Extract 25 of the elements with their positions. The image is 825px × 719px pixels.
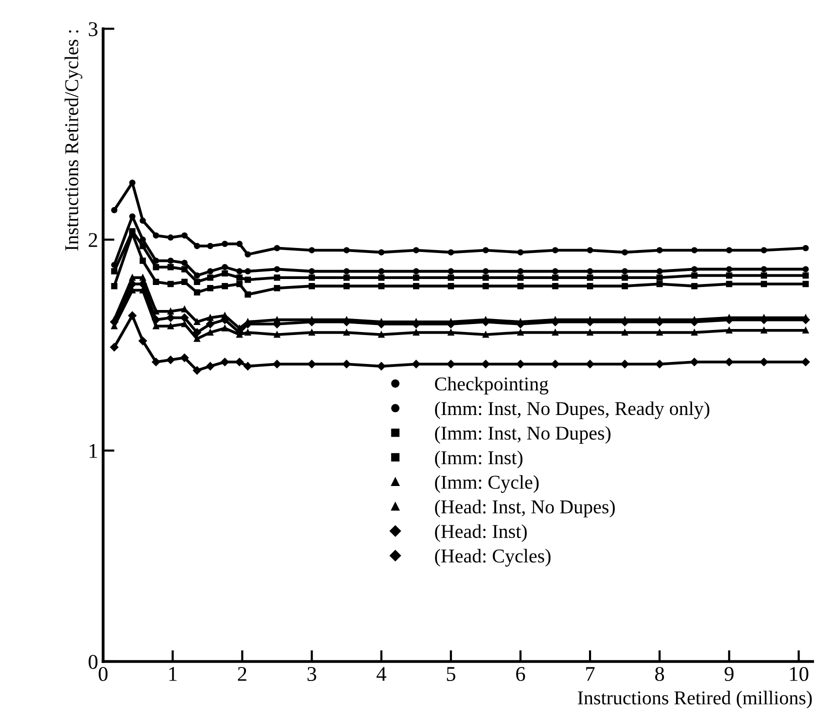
x-tick-label: 8	[655, 666, 664, 682]
x-tick-label: 6	[516, 667, 526, 682]
y-axis-title: Instructions Retired/Cycles :	[64, 30, 82, 251]
legend-label: Checkpointing	[435, 376, 548, 395]
x-tick-label: 3	[308, 667, 316, 682]
legend-label: (Imm: Inst)	[435, 450, 522, 468]
x-tick-label: 4	[376, 667, 386, 681]
legend-label: (Imm: Cycle)	[435, 475, 539, 493]
x-tick-label: 0	[98, 666, 108, 682]
x-axis-title: Instructions Retired (millions)	[578, 690, 812, 708]
y-tick-label: 3	[88, 22, 98, 36]
x-tick-label: 10	[790, 666, 808, 682]
x-tick-label: 5	[446, 667, 456, 682]
y-tick-label: 2	[88, 233, 98, 247]
y-tick-label: 0	[88, 654, 98, 669]
legend-label: (Head: Inst)	[435, 524, 527, 542]
x-tick-label: 2	[238, 667, 246, 681]
x-tick-label: 9	[724, 667, 734, 682]
legend-label: (Imm: Inst, No Dupes)	[435, 426, 610, 444]
x-tick-label: 7	[586, 667, 595, 681]
legend-label: (Imm: Inst, No Dupes, Ready only)	[435, 401, 710, 420]
y-tick-label: 1	[90, 444, 98, 458]
legend-label: (Head: Inst, No Dupes)	[435, 500, 615, 518]
legend-label: (Head: Cycles)	[435, 548, 551, 567]
x-tick-label: 1	[169, 667, 177, 681]
